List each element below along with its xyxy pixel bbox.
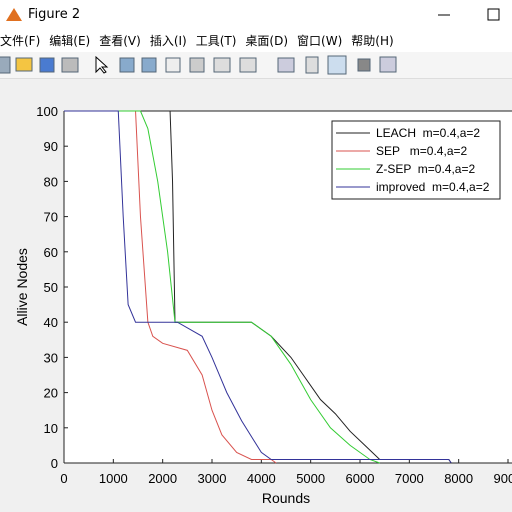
y-tick-label: 80	[44, 174, 58, 189]
app-icon	[6, 8, 22, 21]
y-axis-label: Allive Nodes	[14, 248, 30, 326]
toolbar	[0, 52, 512, 79]
x-tick-label: 9000	[494, 471, 512, 486]
series-line	[64, 110, 380, 464]
x-tick-label: 0	[60, 471, 67, 486]
window-title: Figure 2	[28, 7, 81, 22]
menu-item[interactable]: 桌面(D)	[245, 34, 289, 48]
y-tick-label: 50	[44, 280, 58, 295]
x-tick-label: 5000	[296, 471, 325, 486]
series-line	[64, 110, 452, 464]
menu-bar: 文件(F) 编辑(E) 查看(V) 插入(I) 工具(T) 桌面(D) 窗口(W) 帮助(H)	[0, 30, 512, 52]
y-tick-label: 20	[44, 386, 58, 401]
y-tick-label: 0	[51, 456, 58, 471]
y-tick-label: 60	[44, 245, 58, 260]
y-tick-label: 90	[44, 139, 58, 154]
x-tick-label: 1000	[99, 471, 128, 486]
legend-box	[331, 120, 501, 200]
legend-label: SEP m=0.4,a=2	[376, 144, 467, 158]
y-tick-label: 40	[44, 315, 58, 330]
maximize[interactable]	[487, 8, 500, 21]
menu-item[interactable]: 帮助(H)	[351, 34, 394, 48]
toolbar-icons[interactable]	[0, 52, 512, 78]
window-controls[interactable]	[432, 0, 512, 30]
title-bar: Figure 2	[0, 0, 512, 30]
x-tick-label: 2000	[148, 471, 177, 486]
menu-item[interactable]: 文件(F)	[0, 34, 41, 48]
y-tick-label: 100	[36, 104, 58, 119]
menu-item[interactable]: 插入(I)	[149, 34, 187, 48]
x-tick-label: 4000	[247, 471, 276, 486]
menu-item[interactable]: 编辑(E)	[49, 34, 91, 48]
x-tick-label: 8000	[444, 471, 473, 486]
y-tick-label: 30	[44, 350, 58, 365]
menu-item[interactable]: 窗口(W)	[297, 34, 343, 48]
x-tick-label: 7000	[395, 471, 424, 486]
y-tick-label: 10	[44, 421, 58, 436]
menu-item[interactable]: 工具(T)	[195, 34, 237, 48]
menu-item[interactable]: 查看(V)	[99, 34, 141, 48]
x-axis-label: Rounds	[262, 490, 310, 506]
legend-label: LEACH m=0.4,a=2	[376, 126, 480, 140]
x-tick-label: 3000	[198, 471, 227, 486]
y-tick-label: 70	[44, 210, 58, 225]
legend-label: Z-SEP m=0.4,a=2	[376, 162, 475, 176]
legend-label: improved m=0.4,a=2	[376, 180, 490, 194]
x-tick-label: 6000	[346, 471, 375, 486]
series-line	[64, 110, 277, 464]
